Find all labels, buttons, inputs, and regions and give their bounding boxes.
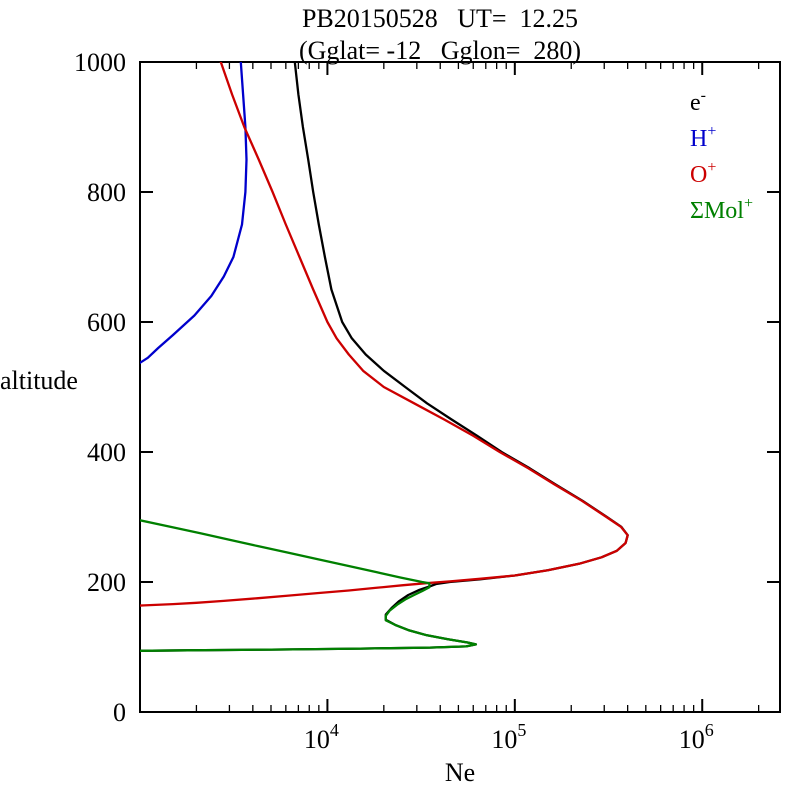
x-tick-label: 104 [304, 720, 339, 754]
legend-item-mol-plus: ΣMol+ [690, 195, 753, 224]
legend-item-o-plus: O+ [690, 159, 716, 188]
y-tick-label: 600 [87, 308, 126, 337]
plot-frame [139, 61, 781, 713]
series-h-plus [140, 62, 248, 365]
series-mol-plus [140, 519, 478, 652]
y-tick-label: 400 [87, 438, 126, 467]
legend-item-h-plus: H+ [690, 123, 716, 152]
chart-title: PB20150528 UT= 12.25 [301, 4, 579, 33]
x-axis-label: Ne [444, 758, 476, 787]
chart-subtitle: (Gglat= -12 Gglon= 280) [298, 36, 582, 65]
y-tick-label: 200 [87, 568, 126, 597]
y-axis-label: altitude [0, 366, 78, 395]
y-tick-label: 0 [113, 698, 126, 727]
series-electron [140, 62, 629, 652]
y-tick-label: 800 [87, 178, 126, 207]
y-tick-label: 1000 [74, 48, 126, 77]
x-tick-label: 106 [679, 720, 714, 754]
x-tick-label: 105 [491, 720, 526, 754]
legend-item-electron: e- [690, 87, 706, 116]
series-o-plus [140, 62, 629, 607]
